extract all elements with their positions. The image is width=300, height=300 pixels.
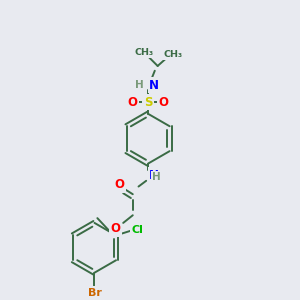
Text: S: S bbox=[144, 96, 152, 109]
Text: CH₃: CH₃ bbox=[135, 48, 154, 57]
Text: CH₃: CH₃ bbox=[164, 50, 182, 59]
Text: H: H bbox=[135, 80, 143, 90]
Text: O: O bbox=[158, 96, 168, 109]
Text: Cl: Cl bbox=[131, 225, 143, 235]
Text: O: O bbox=[110, 222, 121, 235]
Text: H: H bbox=[152, 172, 161, 182]
Text: Br: Br bbox=[88, 288, 101, 298]
Text: O: O bbox=[114, 178, 124, 191]
Text: O: O bbox=[128, 96, 138, 109]
Text: N: N bbox=[149, 79, 159, 92]
Text: N: N bbox=[149, 169, 159, 182]
